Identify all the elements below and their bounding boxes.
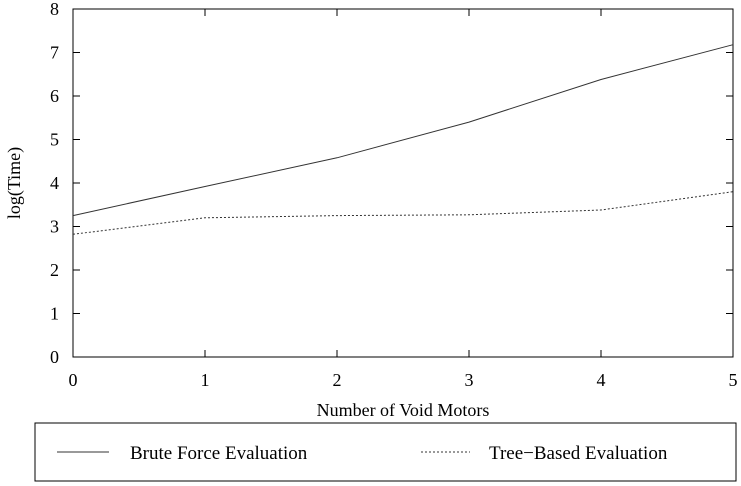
series-layer — [72, 44, 734, 235]
y-tick-label: 5 — [50, 130, 59, 150]
y-tick-label: 1 — [50, 304, 59, 324]
legend-label-2: Tree−Based Evaluation — [489, 443, 668, 464]
x-tick-label: 1 — [201, 370, 210, 390]
x-tick-label: 0 — [69, 370, 78, 390]
y-tick-label: 3 — [50, 217, 59, 237]
x-tick-label: 3 — [465, 370, 474, 390]
x-tick-label: 5 — [729, 370, 738, 390]
y-tick-label: 4 — [50, 173, 59, 193]
y-tick-label: 6 — [50, 86, 59, 106]
plot-frame — [72, 8, 734, 358]
legend-box — [34, 422, 737, 482]
legend-label-1: Brute Force Evaluation — [130, 443, 308, 464]
y-tick-label: 7 — [50, 43, 59, 63]
y-axis-title: log(Time) — [4, 147, 25, 219]
x-axis-ticks: 0 1 2 3 4 5 — [69, 9, 738, 390]
series-line-2 — [72, 191, 734, 235]
x-tick-label: 4 — [597, 370, 606, 390]
series-line-1 — [72, 44, 734, 217]
y-tick-label: 8 — [50, 0, 59, 19]
x-axis-title: Number of Void Motors — [317, 400, 490, 420]
y-tick-label: 2 — [50, 260, 59, 280]
legend: Brute Force Evaluation Tree−Based Evaluat… — [34, 422, 737, 482]
y-axis-ticks: 0 1 2 3 4 5 6 7 8 — [50, 0, 733, 367]
y-tick-label: 0 — [50, 347, 59, 367]
x-tick-label: 2 — [333, 370, 342, 390]
